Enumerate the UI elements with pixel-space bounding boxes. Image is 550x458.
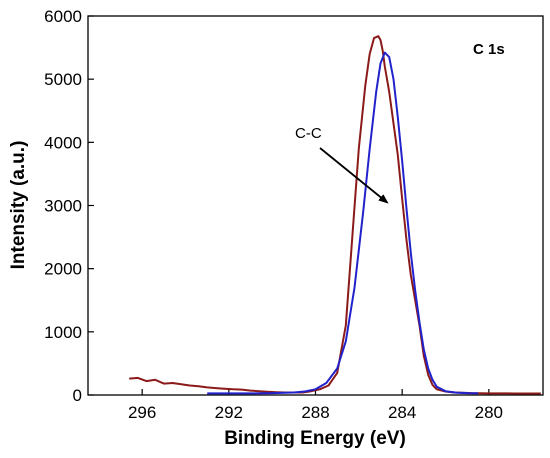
y-tick-label: 1000	[44, 323, 82, 342]
x-tick-label: 288	[301, 403, 329, 422]
annotation-layer: C-C	[295, 125, 389, 204]
x-tick-label: 292	[215, 403, 243, 422]
x-axis-title: Binding Energy (eV)	[224, 428, 406, 449]
y-tick-label: 5000	[44, 70, 82, 89]
peak-annotation-label: C-C	[295, 125, 322, 142]
plot-area: 0 1000 2000 3000 4000 5000 6000 296 292 288 284 28…	[44, 7, 544, 422]
y-tick-label: 0	[73, 386, 82, 405]
y-axis-title: Intensity (a.u.)	[8, 141, 29, 270]
x-tick-label: 296	[128, 403, 156, 422]
peak-annotation-arrow	[319, 147, 389, 204]
y-tick-label: 4000	[44, 133, 82, 152]
series-line-1	[129, 35, 541, 395]
x-tick-label: 280	[475, 403, 503, 422]
y-axis: 0 1000 2000 3000 4000 5000 6000	[44, 7, 94, 405]
x-tick-label: 284	[388, 403, 416, 422]
series-line-2	[207, 51, 479, 395]
plot-frame	[87, 15, 544, 396]
corner-label: C 1s	[473, 41, 505, 58]
y-tick-label: 6000	[44, 7, 82, 26]
y-tick-label: 2000	[44, 260, 82, 279]
x-axis: 296 292 288 284 280	[128, 389, 503, 422]
y-tick-label: 3000	[44, 197, 82, 216]
series-layer	[129, 35, 541, 395]
